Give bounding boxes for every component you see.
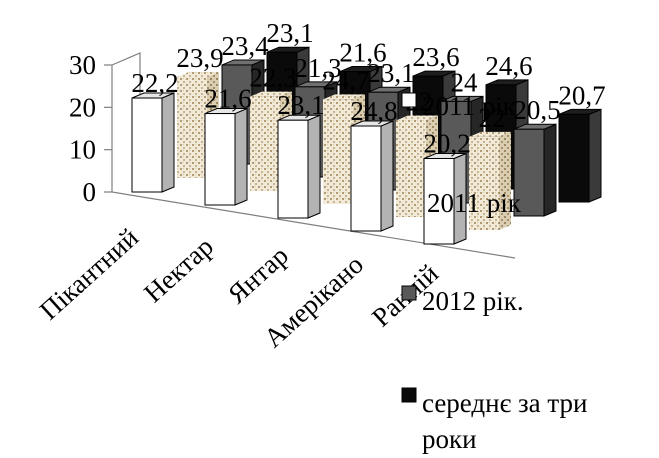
bar-top	[469, 131, 511, 137]
bar-series1-Амерікано	[350, 120, 394, 232]
category-label: Пікантний	[34, 222, 144, 325]
bar-side	[543, 123, 557, 217]
bar-front	[513, 128, 545, 217]
bar-series1-Пікантний	[131, 92, 175, 193]
bar-top	[396, 115, 438, 121]
bars	[131, 46, 602, 245]
y-tick-label: 0	[83, 177, 97, 207]
data-label-series1: 20,2	[423, 128, 470, 158]
legend-extra-label: 2011 рік	[427, 188, 522, 218]
data-label-series3: 24	[451, 67, 479, 97]
legend-label: 2011 рік	[422, 91, 517, 121]
data-label-series4: 21,6	[339, 38, 386, 68]
bar-series1-Нектар	[204, 107, 248, 206]
bar-front	[323, 99, 353, 204]
bar-front	[350, 125, 382, 232]
bar-top	[323, 94, 365, 100]
bar-front	[469, 136, 499, 230]
bar-series4-Ранній	[558, 108, 602, 203]
bar-side	[307, 114, 321, 219]
data-label-series1: 21,6	[204, 84, 251, 114]
data-label-series3: 23,4	[221, 31, 269, 61]
bar-front	[558, 113, 590, 203]
bar-series3-Ранній	[513, 123, 557, 217]
data-label-series1: 24,8	[350, 96, 397, 126]
y-tick-label: 20	[69, 92, 96, 122]
legend: 2011 рік 2012 рік. середнє за три роки 2011 …	[401, 91, 587, 454]
bar-series1-Ранній	[423, 152, 467, 245]
legend-swatch	[401, 285, 417, 301]
legend-label: середнє за три	[422, 388, 587, 418]
data-label-series2: 22	[479, 103, 506, 133]
data-label-series4: 24,6	[485, 51, 532, 81]
bar-series1-Янтар	[277, 114, 321, 219]
data-label-series3: 20,5	[513, 95, 560, 125]
bar-side	[161, 92, 175, 193]
bar-front	[396, 120, 426, 217]
data-label-series4: 23,6	[412, 42, 459, 72]
bar-front	[131, 97, 163, 193]
data-label-series1: 23,1	[277, 90, 324, 120]
bar-front	[423, 157, 455, 245]
bar-front	[177, 76, 207, 178]
bar-side	[499, 131, 511, 230]
legend-swatch	[401, 387, 417, 403]
category-label: Нектар	[138, 231, 219, 308]
bar-side	[380, 120, 394, 232]
data-label-series3: 23,1	[367, 58, 414, 88]
bar-side	[588, 108, 602, 203]
bar-series2-Ранній	[469, 131, 511, 230]
bar-front	[277, 119, 309, 219]
bar-front	[204, 113, 236, 206]
category-label: Янтар	[222, 240, 294, 309]
data-label-series2: 24,7	[322, 65, 369, 95]
bar-top	[250, 91, 292, 97]
data-label-series1: 22,2	[131, 68, 178, 98]
data-label-series4: 20,7	[558, 80, 605, 110]
y-tick-label: 30	[69, 50, 96, 80]
data-label-series4: 23,1	[266, 18, 313, 48]
legend-label: 2012 рік.	[422, 286, 524, 316]
data-labels: 20,724,623,621,623,120,52423,121,323,422…	[131, 18, 605, 158]
data-label-series3: 21,3	[294, 53, 341, 83]
legend-label-cont: роки	[422, 424, 477, 454]
data-label-series2: 23,9	[176, 43, 223, 73]
bar-top	[177, 71, 219, 77]
bar-side	[234, 107, 248, 206]
bar-front	[250, 96, 280, 191]
y-tick-label: 10	[69, 135, 96, 165]
data-label-series2: 22,3	[249, 63, 296, 93]
legend-swatch	[401, 92, 417, 108]
